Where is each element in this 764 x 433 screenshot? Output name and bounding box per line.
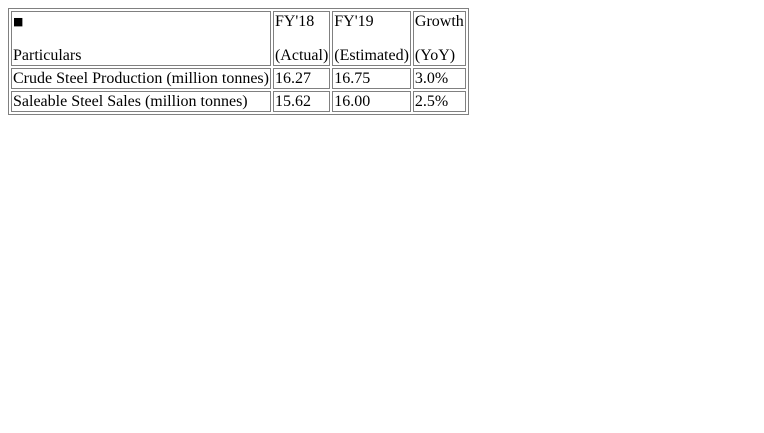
fy19-header-line1: FY'19 xyxy=(334,13,374,30)
growth-header-line2: (YoY) xyxy=(414,47,456,64)
particulars-header-label: Particulars xyxy=(13,47,82,64)
fy19-value-cell: 16.00 xyxy=(332,91,411,112)
fy18-value-cell: 16.27 xyxy=(272,68,331,89)
growth-header-line1: Growth xyxy=(414,13,464,30)
growth-value-cell: 3.0% xyxy=(412,68,466,89)
growth-value-cell: 2.5% xyxy=(412,91,466,112)
header-spacer xyxy=(334,30,409,47)
steel-metrics-table: ■ Particulars FY'18 (Actual) FY'19 (Esti… xyxy=(8,8,469,115)
document-body: ■ Particulars FY'18 (Actual) FY'19 (Esti… xyxy=(8,8,469,115)
fy18-value-cell: 15.62 xyxy=(272,91,331,112)
square-bullet-icon: ■ xyxy=(13,15,24,28)
row-label-cell: Saleable Steel Sales (million tonnes) xyxy=(11,91,271,112)
fy19-header-cell: FY'19 (Estimated) xyxy=(332,11,411,66)
fy18-header-line1: FY'18 xyxy=(274,13,315,30)
header-spacer xyxy=(415,30,464,47)
fy19-header-line2: (Estimated) xyxy=(334,47,409,64)
header-spacer xyxy=(13,30,269,47)
fy18-header-cell: FY'18 (Actual) xyxy=(272,11,331,66)
header-spacer xyxy=(275,30,328,47)
table-row: Saleable Steel Sales (million tonnes) 15… xyxy=(11,91,466,112)
fy18-header-line2: (Actual) xyxy=(274,47,329,64)
fy19-value-cell: 16.75 xyxy=(332,68,411,89)
particulars-header-cell: ■ Particulars xyxy=(11,11,271,66)
row-label-cell: Crude Steel Production (million tonnes) xyxy=(11,68,271,89)
table-header-row: ■ Particulars FY'18 (Actual) FY'19 (Esti… xyxy=(11,11,466,66)
table-row: Crude Steel Production (million tonnes) … xyxy=(11,68,466,89)
growth-header-cell: Growth (YoY) xyxy=(412,11,466,66)
